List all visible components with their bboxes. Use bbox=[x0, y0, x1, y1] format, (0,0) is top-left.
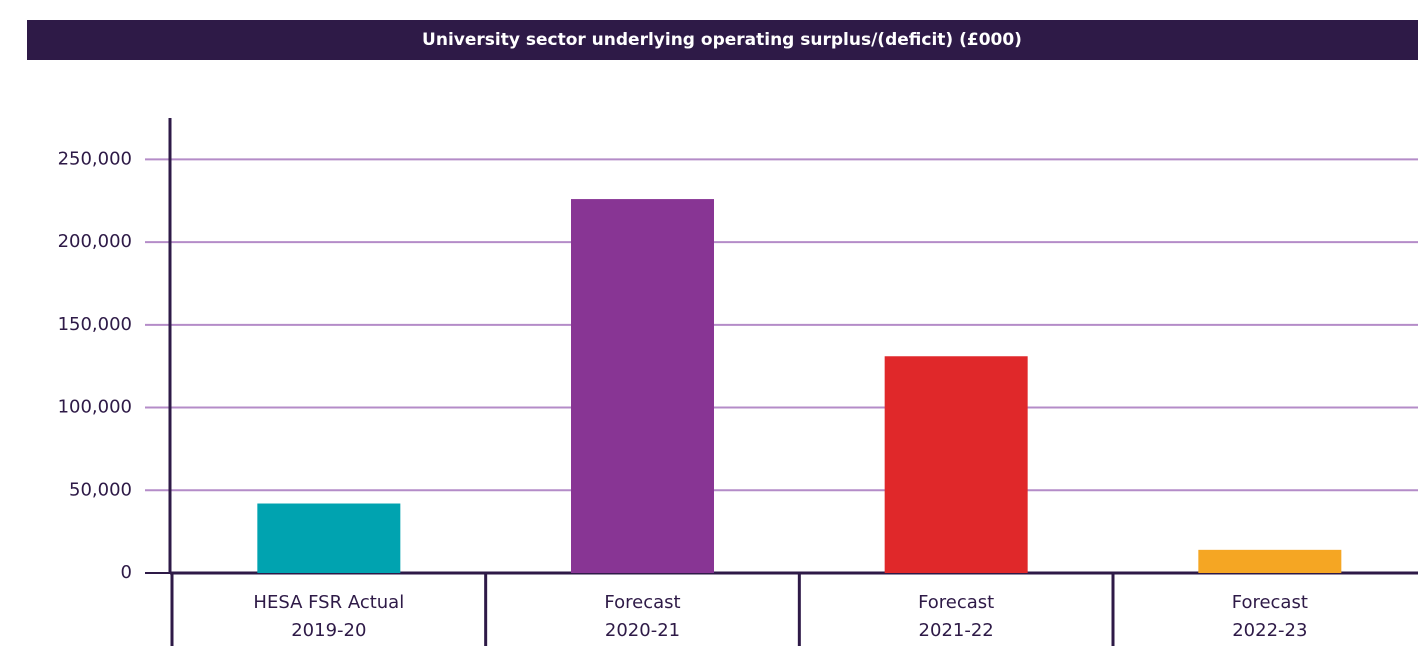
x-tick-label: HESA FSR Actual bbox=[253, 592, 404, 613]
y-tick-label: 250,000 bbox=[58, 148, 132, 169]
x-tick-label: Forecast bbox=[1232, 592, 1308, 613]
bar bbox=[257, 503, 401, 573]
x-tick-label: 2022-23 bbox=[1232, 620, 1307, 641]
y-tick-label: 150,000 bbox=[58, 314, 132, 335]
bar bbox=[884, 356, 1028, 573]
y-tick-label: 0 bbox=[121, 562, 132, 583]
chart-title: University sector underlying operating s… bbox=[422, 30, 1022, 50]
y-tick-label: 100,000 bbox=[58, 397, 132, 418]
y-tick-label: 200,000 bbox=[58, 231, 132, 252]
x-tick-label: 2020-21 bbox=[605, 620, 680, 641]
x-tick-label: Forecast bbox=[604, 592, 680, 613]
x-tick-label: Forecast bbox=[918, 592, 994, 613]
x-tick-label: 2019-20 bbox=[291, 620, 366, 641]
title-bar bbox=[27, 20, 1418, 60]
bar bbox=[1198, 549, 1342, 573]
y-tick-label: 50,000 bbox=[69, 479, 132, 500]
bar bbox=[571, 199, 714, 573]
x-tick-label: 2021-22 bbox=[919, 620, 994, 641]
